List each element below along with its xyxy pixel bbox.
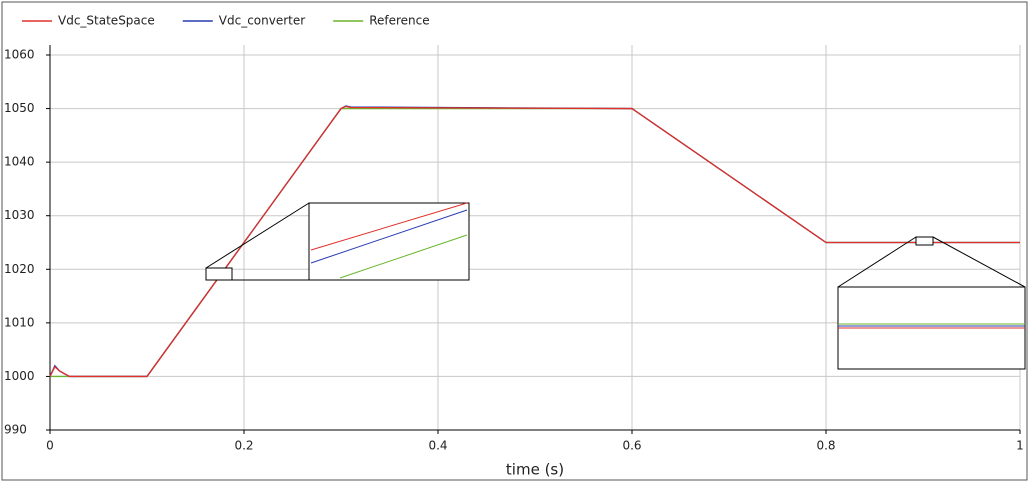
zoom-inset-left <box>205 202 470 281</box>
x-tick-label: 0 <box>46 439 54 453</box>
legend-label: Vdc_StateSpace <box>58 14 155 28</box>
y-tick-label: 1060 <box>4 48 35 62</box>
x-axis-label: time (s) <box>506 461 564 479</box>
y-tick-label: 1040 <box>4 155 35 169</box>
y-tick-label: 1030 <box>4 208 35 222</box>
x-tick-label: 0.4 <box>428 439 447 453</box>
data-line <box>49 105 1020 378</box>
y-tick-label: 1050 <box>4 101 35 115</box>
plot-background <box>50 45 1020 430</box>
x-tick-label: 1 <box>1016 439 1024 453</box>
x-tick-label: 0.2 <box>234 439 253 453</box>
zoom-inset-right <box>837 236 1026 370</box>
y-tick-label: 1000 <box>4 369 35 383</box>
y-tick-label: 1020 <box>4 262 35 276</box>
legend-label: Reference <box>369 14 429 28</box>
y-tick-label: 990 <box>4 423 27 437</box>
legend-label: Vdc_converter <box>219 14 305 28</box>
x-tick-label: 0.6 <box>622 439 641 453</box>
plot-area: 990 1000 1010 1020 1030 1040 1050 1060 0 0.2 0.4 0.… <box>4 45 1024 453</box>
x-tick-label: 0.8 <box>816 439 835 453</box>
y-tick-label: 1010 <box>4 315 35 329</box>
